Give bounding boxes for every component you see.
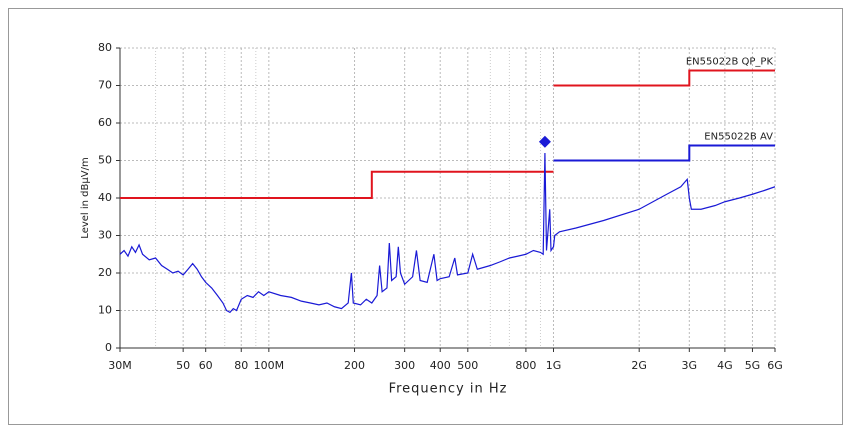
x-tick-label: 80 xyxy=(234,359,248,372)
x-tick-label: 3G xyxy=(682,359,698,372)
x-tick-label: 1G xyxy=(546,359,562,372)
series-line xyxy=(553,144,775,162)
x-tick-label: 100M xyxy=(254,359,285,372)
y-tick-label: 40 xyxy=(98,191,112,204)
x-tick-label: 4G xyxy=(717,359,733,372)
series-line xyxy=(119,152,776,314)
series-label: EN55022B QP_PK xyxy=(686,57,774,68)
x-tick-label: 5G xyxy=(745,359,761,372)
series-label: EN55022B AV xyxy=(704,132,773,143)
y-tick-label: 70 xyxy=(98,79,112,92)
x-tick-label: 2G xyxy=(631,359,647,372)
series-line xyxy=(120,69,775,199)
x-axis-label: Frequency in Hz xyxy=(389,382,508,397)
x-tick-label: 500 xyxy=(457,359,478,372)
x-tick-label: 400 xyxy=(430,359,451,372)
y-tick-label: 20 xyxy=(98,266,112,279)
x-tick-label: 300 xyxy=(394,359,415,372)
y-tick-label: 50 xyxy=(98,154,112,167)
x-tick-label: 60 xyxy=(199,359,213,372)
y-tick-label: 10 xyxy=(98,304,112,317)
y-tick-label: 80 xyxy=(98,41,112,54)
x-tick-label: 6G xyxy=(767,359,783,372)
x-tick-label: 800 xyxy=(515,359,536,372)
x-tick-label: 200 xyxy=(344,359,365,372)
x-tick-label: 50 xyxy=(176,359,190,372)
peak-marker xyxy=(538,135,551,148)
x-tick-label: 30M xyxy=(108,359,132,372)
y-axis-label: Level in dBµV/m xyxy=(80,157,91,238)
y-tick-label: 60 xyxy=(98,116,112,129)
y-tick-label: 0 xyxy=(105,341,112,354)
y-tick-label: 30 xyxy=(98,229,112,242)
